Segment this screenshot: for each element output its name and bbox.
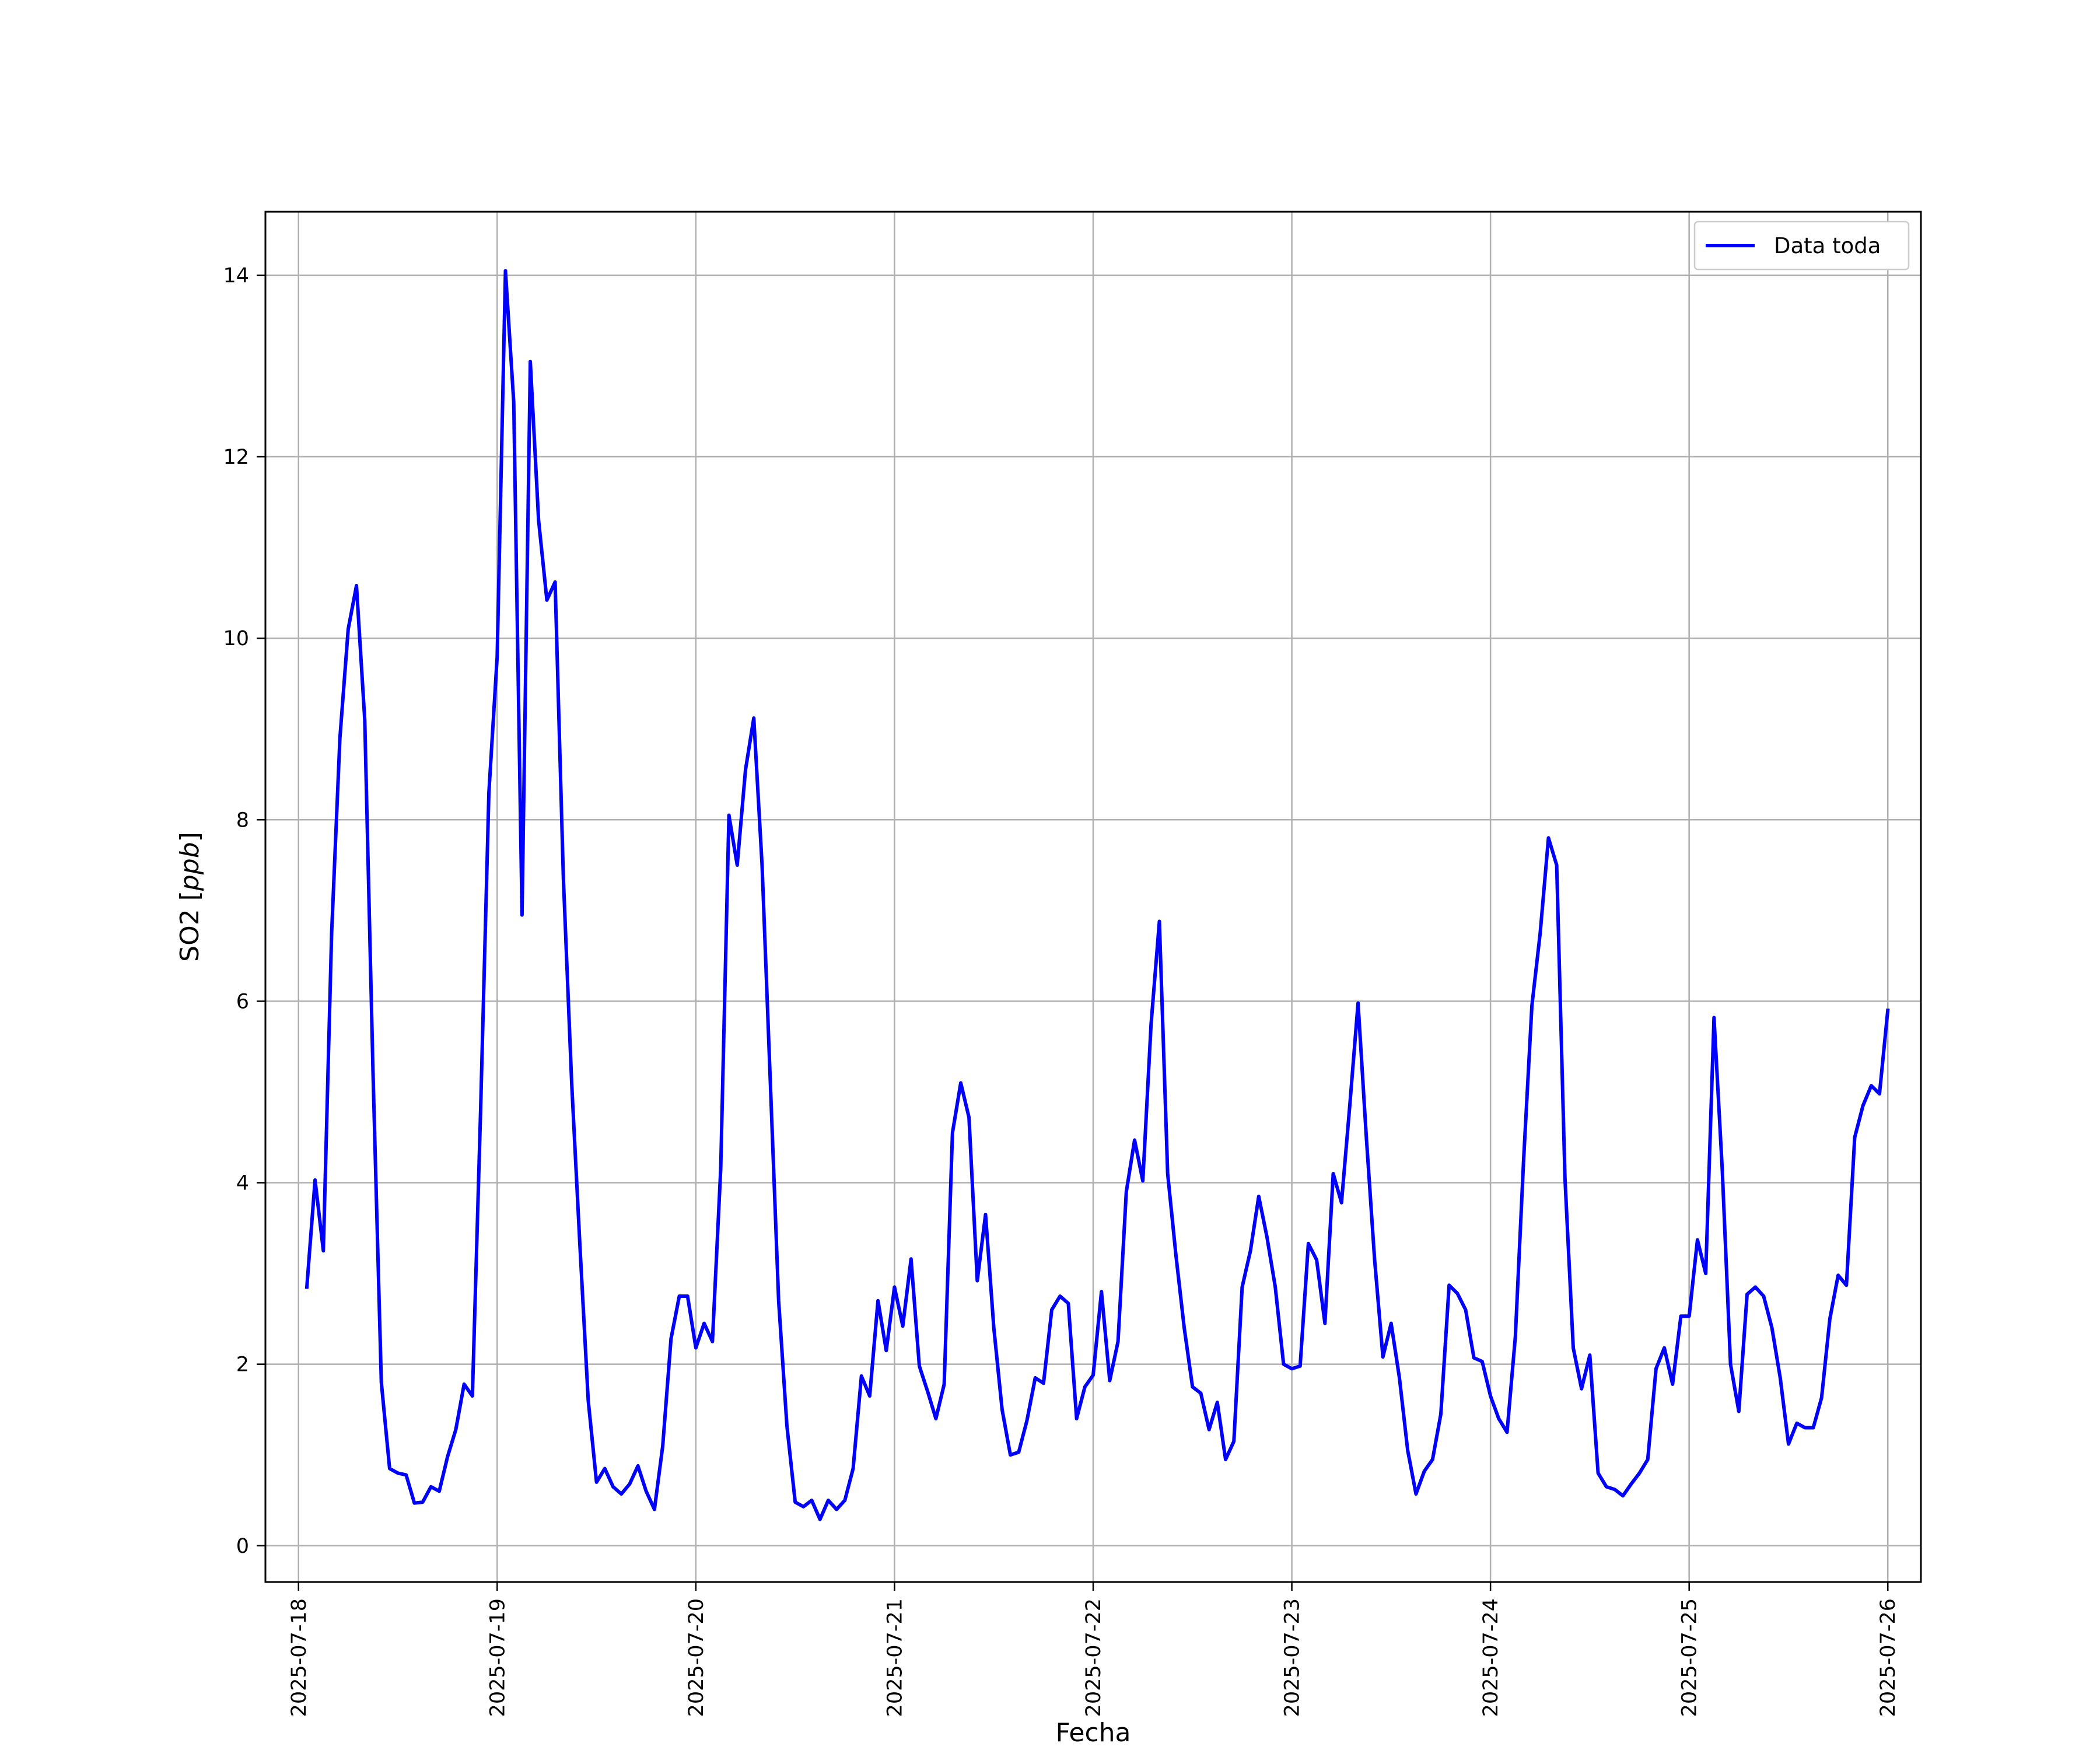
x-tick-label: 2025-07-25 — [1678, 1598, 1702, 1717]
x-tick-label: 2025-07-19 — [486, 1598, 509, 1717]
x-tick-label: 2025-07-23 — [1281, 1598, 1304, 1717]
y-axis-title-unit: ppb — [175, 842, 205, 891]
x-tick-label: 2025-07-18 — [288, 1598, 311, 1717]
legend-box — [1693, 220, 1910, 271]
y-tick-label: 2 — [236, 1353, 249, 1377]
y-tick-label: 0 — [236, 1535, 249, 1558]
y-tick-label: 10 — [223, 627, 249, 650]
x-tick-label: 2025-07-24 — [1479, 1598, 1503, 1717]
y-axis-title: SO2 [ppb] — [175, 832, 205, 962]
x-tick-label: 2025-07-26 — [1877, 1598, 1900, 1717]
x-tick-label: 2025-07-21 — [883, 1598, 907, 1717]
legend-label-data-toda: Data toda — [1774, 233, 1881, 258]
series-layer — [304, 269, 1890, 1521]
x-tick-label: 2025-07-20 — [685, 1598, 708, 1717]
y-axis-title-unit-close: ] — [175, 832, 205, 842]
y-tick-label: 6 — [236, 990, 249, 1013]
x-tick-label: 2025-07-22 — [1082, 1598, 1105, 1717]
y-tick-label: 14 — [223, 264, 249, 288]
ticks: 2025-07-18 2025-07-19 2025-07-20 2025-07-21… — [223, 264, 1900, 1717]
legend: Data toda — [1693, 220, 1910, 271]
plot-frame — [264, 211, 1922, 1583]
x-axis-title: Fecha — [1055, 1718, 1130, 1748]
y-tick-label: 8 — [236, 808, 249, 832]
y-tick-label: 12 — [223, 446, 249, 469]
y-axis-title-unit-open: [ — [175, 891, 205, 901]
series-line-data-toda — [304, 269, 1890, 1521]
y-axis-title-quantity: SO2 — [175, 909, 205, 962]
y-tick-label: 4 — [236, 1172, 249, 1195]
